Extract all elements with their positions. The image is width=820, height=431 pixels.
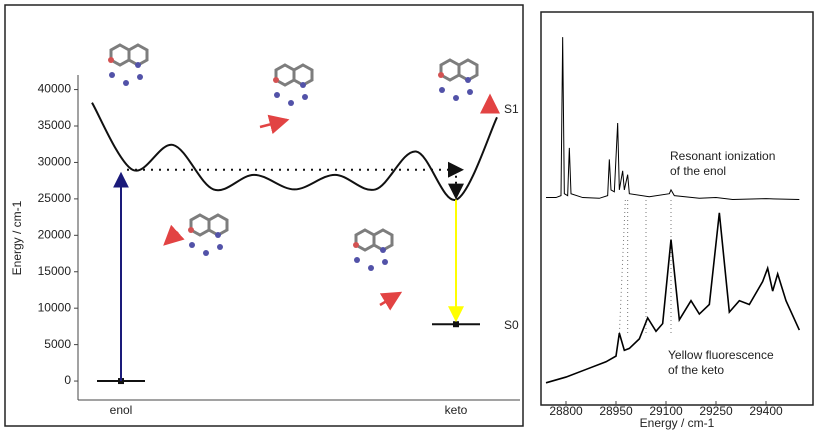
- y-tick-label: 10000: [38, 300, 72, 314]
- guide-line: [618, 199, 626, 336]
- x-tick-label: 29400: [749, 404, 783, 418]
- y-tick-label: 25000: [38, 191, 72, 205]
- right-frame: [540, 11, 814, 406]
- spectrum: [545, 212, 801, 384]
- potential-curve: [91, 102, 498, 201]
- y-axis-label: Energy / cm-1: [10, 200, 24, 275]
- y-tick-label: 5000: [44, 337, 71, 351]
- x-axis-label: Energy / cm-1: [640, 416, 715, 430]
- level-marker: [453, 321, 459, 328]
- y-tick-label: 20000: [38, 227, 72, 241]
- annotation: of the keto: [668, 363, 724, 377]
- x-tick-label: 29250: [699, 404, 733, 418]
- x-tick-label: 29100: [649, 404, 683, 418]
- state-label: S1: [504, 102, 519, 116]
- annotation: Yellow fluorescence: [668, 348, 774, 362]
- x-tick-label: keto: [445, 403, 468, 417]
- annotation: Resonant ionization: [670, 149, 775, 163]
- x-tick-label: 28800: [549, 404, 583, 418]
- y-tick-label: 0: [64, 373, 71, 387]
- y-tick-label: 35000: [38, 118, 72, 132]
- y-tick-label: 30000: [38, 155, 72, 169]
- y-tick-label: 40000: [38, 82, 72, 96]
- x-tick-label: 28950: [599, 404, 633, 418]
- x-tick-label: enol: [110, 403, 133, 417]
- molecule-sketches: [106, 43, 500, 311]
- left-frame: [4, 4, 524, 427]
- annotation: of the enol: [670, 164, 726, 178]
- y-tick-label: 15000: [38, 264, 72, 278]
- state-label: S0: [504, 318, 519, 332]
- spectrum: [546, 37, 800, 200]
